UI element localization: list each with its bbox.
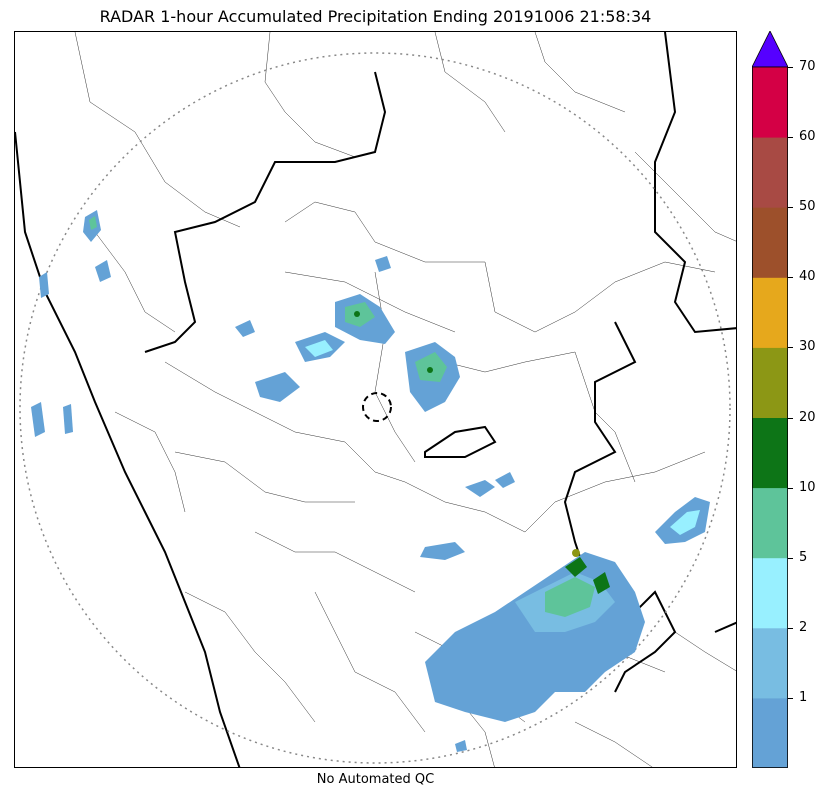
echo-area bbox=[425, 552, 645, 722]
colorbar-tick-mark bbox=[788, 137, 793, 139]
echo-area bbox=[670, 510, 700, 535]
echo-area bbox=[593, 572, 610, 594]
colorbar-segment bbox=[752, 417, 788, 489]
colorbar-tick-label: 5 bbox=[799, 549, 808, 565]
colorbar-tick-label: 50 bbox=[799, 199, 816, 215]
colorbar-tick-label: 60 bbox=[799, 129, 816, 145]
echo-area bbox=[305, 340, 333, 357]
echo-area bbox=[235, 320, 255, 337]
echo-area bbox=[95, 260, 111, 282]
echo-area bbox=[39, 272, 49, 298]
colorbar-tick-label: 1 bbox=[799, 689, 808, 705]
chart-title: RADAR 1-hour Accumulated Precipitation E… bbox=[99, 7, 652, 26]
colorbar-tick-mark bbox=[788, 277, 793, 279]
echo-area bbox=[455, 740, 467, 752]
colorbar-segment bbox=[752, 137, 788, 208]
colorbar-tick-mark bbox=[788, 67, 793, 68]
radar-map[interactable] bbox=[14, 31, 737, 768]
colorbar-segment bbox=[752, 277, 788, 348]
colorbar-tick-label: 2 bbox=[799, 619, 808, 635]
colorbar-segment bbox=[752, 487, 788, 559]
colorbar bbox=[751, 30, 789, 769]
colorbar-tick-label: 70 bbox=[799, 59, 816, 74]
qc-note: No Automated QC bbox=[316, 772, 435, 787]
colorbar-segment bbox=[752, 627, 788, 699]
colorbar-segment bbox=[752, 557, 788, 629]
colorbar-tick-mark bbox=[788, 697, 793, 699]
echo-area bbox=[89, 216, 97, 230]
echo-area bbox=[465, 480, 495, 497]
colorbar-canvas bbox=[751, 30, 789, 769]
echo-cell bbox=[427, 367, 433, 373]
district-boundaries bbox=[74, 32, 736, 767]
colorbar-tick-mark bbox=[788, 557, 793, 559]
colorbar-tick-mark bbox=[788, 207, 793, 209]
map-canvas bbox=[15, 32, 736, 767]
colorbar-tick-mark bbox=[788, 627, 793, 629]
colorbar-tick-mark bbox=[788, 487, 793, 489]
echo-area bbox=[375, 256, 391, 272]
radar-site-marker[interactable] bbox=[362, 392, 392, 422]
echo-area bbox=[31, 402, 45, 437]
colorbar-segment bbox=[752, 207, 788, 278]
echo-area bbox=[345, 302, 375, 327]
colorbar-frame bbox=[752, 66, 788, 768]
colorbar-extend-arrow bbox=[751, 30, 789, 68]
colorbar-tick-mark bbox=[788, 347, 793, 349]
echo-area bbox=[415, 352, 447, 382]
echo-cell bbox=[354, 311, 360, 317]
colorbar-tick-mark bbox=[788, 417, 793, 419]
echo-area bbox=[495, 472, 515, 488]
colorbar-segment bbox=[752, 697, 788, 769]
range-ring bbox=[19, 52, 731, 764]
colorbar-segment bbox=[752, 347, 788, 418]
echo-area bbox=[63, 404, 73, 434]
echo-area bbox=[420, 542, 465, 560]
echo-area bbox=[565, 557, 587, 577]
echo-area bbox=[545, 577, 595, 617]
colorbar-tick-label: 30 bbox=[799, 339, 816, 355]
echo-area bbox=[255, 372, 300, 402]
precipitation-echoes bbox=[31, 210, 710, 752]
colorbar-tick-label: 20 bbox=[799, 409, 816, 425]
echo-cell bbox=[572, 549, 580, 557]
colorbar-tick-label: 10 bbox=[799, 479, 816, 495]
colorbar-tick-label: 40 bbox=[799, 269, 816, 285]
colorbar-segment bbox=[752, 67, 788, 138]
